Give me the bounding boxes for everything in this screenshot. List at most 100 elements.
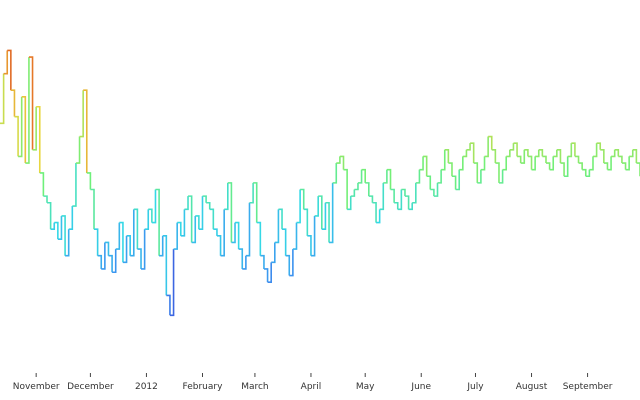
series-step-point <box>379 182 385 211</box>
series-step-point <box>188 195 193 243</box>
series-step-point <box>441 149 446 171</box>
series-step-point <box>589 156 594 171</box>
series-step-point <box>520 149 526 164</box>
series-step-point <box>21 96 27 164</box>
series-step-point <box>274 209 280 244</box>
x-tick-label: November <box>13 382 60 392</box>
series-step-point <box>321 202 327 231</box>
series-step-point <box>112 249 117 274</box>
series-step-point <box>86 172 92 190</box>
series-step-point <box>83 89 88 173</box>
series-step-point <box>32 106 37 151</box>
series-step-point <box>625 156 630 171</box>
series-step-point <box>430 188 435 197</box>
series-step-point <box>618 155 623 164</box>
series-step-point <box>386 168 392 190</box>
x-tick-label: March <box>241 382 268 392</box>
series-step-point <box>36 105 41 173</box>
series-step-point <box>224 182 229 211</box>
series-step-point <box>329 182 334 244</box>
series-step-point <box>90 188 95 230</box>
series-step-point <box>567 143 573 158</box>
series-step-point <box>527 155 533 170</box>
x-tick-label: June <box>410 382 431 392</box>
x-tick-label: September <box>563 382 613 392</box>
series-step-point <box>397 189 403 211</box>
series-step-point <box>556 148 562 164</box>
series-step-point <box>336 156 341 164</box>
series-step-point <box>278 208 283 230</box>
series-step-point <box>361 168 366 183</box>
series-step-point <box>368 195 374 203</box>
series-step-point <box>271 242 276 264</box>
series-step-point <box>141 229 146 270</box>
series-step-point <box>57 215 63 240</box>
series-step-point <box>115 222 121 250</box>
series-step-point <box>162 235 168 296</box>
x-tick-label: April <box>301 382 322 392</box>
series-step-point <box>404 195 410 210</box>
series-step-point <box>104 241 110 256</box>
series-step-point <box>596 142 602 150</box>
series-step-point <box>50 222 56 231</box>
series-step-point <box>578 162 583 170</box>
series-step-point <box>437 169 442 184</box>
series-step-point <box>466 143 471 151</box>
series-step-point <box>444 148 450 164</box>
series-step-point <box>173 222 178 250</box>
series-step-point <box>574 155 580 164</box>
series-step-point <box>292 222 298 250</box>
series-step-point <box>75 136 81 164</box>
series-step-point <box>54 221 59 240</box>
x-tick-label: December <box>67 382 114 392</box>
series-step-point <box>524 148 529 157</box>
series-step-point <box>325 201 330 243</box>
series-step-point <box>7 49 12 91</box>
series-step-point <box>415 169 421 184</box>
series-step-point <box>509 143 515 151</box>
series-step-point <box>629 149 634 158</box>
series-step-point <box>354 182 359 191</box>
series-step-point <box>553 149 558 158</box>
series-step-point <box>220 209 225 257</box>
series-step-point <box>600 148 605 164</box>
series-step-point <box>195 215 200 230</box>
series-step-point <box>448 162 453 177</box>
series-step-point <box>462 149 468 158</box>
series-step-point <box>260 254 265 269</box>
series-step-point <box>47 201 52 230</box>
x-axis: November December 2012 February March April Ma… <box>13 373 613 392</box>
series-step-point <box>18 96 23 158</box>
series-step-point <box>401 188 406 197</box>
series-step-point <box>480 156 486 171</box>
series-step-point <box>155 188 160 256</box>
series-step-point <box>285 254 291 276</box>
series-step-point <box>253 182 258 223</box>
series-step-point <box>314 196 319 217</box>
series-step-point <box>238 248 244 269</box>
series-step-point <box>191 215 197 244</box>
series-step-point <box>426 175 432 190</box>
series-step-point <box>144 209 150 231</box>
series-step-point <box>412 182 417 204</box>
series-step-point <box>484 136 489 158</box>
series-step-point <box>549 156 555 171</box>
x-tick-label: July <box>466 382 484 392</box>
series-step-point <box>459 156 464 171</box>
series-step-point <box>498 169 504 184</box>
series-step-point <box>177 221 182 236</box>
series-step-point <box>25 57 30 164</box>
series-step-point <box>470 142 475 164</box>
series-step-point <box>166 294 171 316</box>
series-step-point <box>282 228 287 256</box>
series-step-point <box>585 169 591 178</box>
series-step-point <box>506 149 511 158</box>
series-step-point <box>571 142 576 157</box>
series-step-point <box>542 155 547 164</box>
series-step-point <box>614 148 620 157</box>
series-step-point <box>477 169 482 184</box>
series-step-point <box>206 201 211 210</box>
series-step-point <box>611 149 616 158</box>
series-step-point <box>43 195 48 203</box>
series-step-point <box>502 156 508 171</box>
